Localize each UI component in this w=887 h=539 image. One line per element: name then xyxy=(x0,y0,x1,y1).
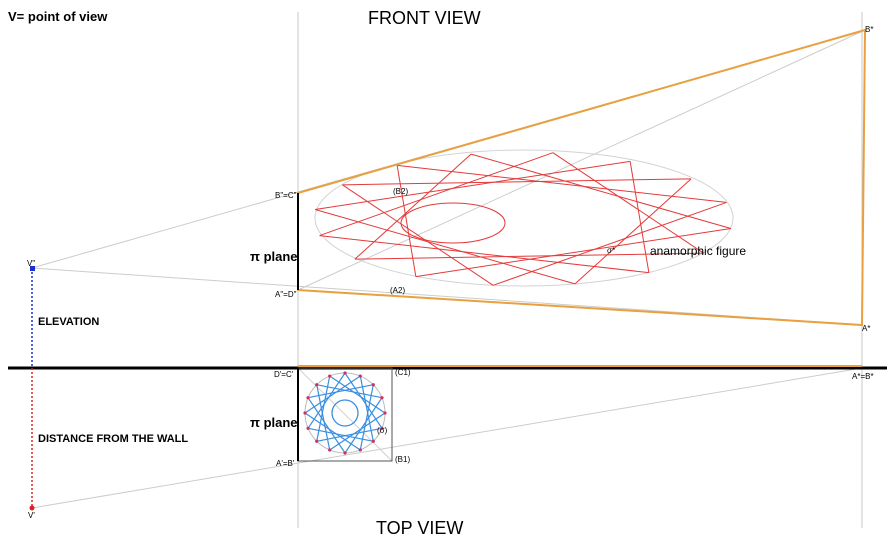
star-edge xyxy=(319,235,649,274)
point-b2: (B2) xyxy=(393,187,409,196)
v-top-point xyxy=(29,505,35,511)
star-edge xyxy=(315,160,631,210)
point-a2: (A2) xyxy=(390,286,406,295)
star-edge xyxy=(397,164,727,203)
point-b1: (B1) xyxy=(395,455,411,464)
star-edge xyxy=(359,384,374,451)
star-edge xyxy=(574,178,692,285)
star-vertex xyxy=(328,448,332,452)
star-vertex xyxy=(315,439,319,443)
point-a-top: A'=B' xyxy=(276,459,295,468)
star-edge xyxy=(342,184,494,286)
star-vertex xyxy=(315,383,319,387)
star-edge xyxy=(342,178,692,186)
plane-word: plane xyxy=(263,415,298,430)
star-vertex xyxy=(371,439,375,443)
ray-top-v-far xyxy=(31,367,863,509)
star-edge xyxy=(319,152,554,237)
point-c1: (C1) xyxy=(395,368,411,377)
star-vertex xyxy=(343,451,347,455)
star-edge xyxy=(359,375,374,442)
v-front-point xyxy=(30,266,35,271)
star-vertex xyxy=(343,371,347,375)
star-vertex xyxy=(380,426,384,430)
anamorphic-star xyxy=(314,152,732,286)
point-a-star: A* xyxy=(862,324,871,333)
anamorphic-ellipse xyxy=(314,149,734,287)
star-vertex xyxy=(328,374,332,378)
front-view-title: FRONT VIEW xyxy=(368,8,481,28)
anamorphic-trapezoid xyxy=(297,28,867,327)
elevation-label: ELEVATION xyxy=(38,316,100,328)
plane-label-top: π plane xyxy=(250,415,298,430)
star-edge xyxy=(344,397,383,454)
point-sigma: (σ) xyxy=(377,426,388,435)
original-inner-circle xyxy=(331,399,359,427)
star-vertex xyxy=(306,426,310,430)
star-edge xyxy=(344,372,383,429)
star-vertex xyxy=(358,374,362,378)
anamorphic-label: anamorphic figure xyxy=(650,244,747,258)
point-v-top: V' xyxy=(28,511,35,520)
original-star xyxy=(303,371,387,455)
star-vertex xyxy=(383,411,387,415)
point-ab-star-top: A*=B* xyxy=(852,372,874,381)
star-edge xyxy=(552,152,704,254)
point-v-front: V" xyxy=(27,259,36,268)
anamorphic-inner-ellipse xyxy=(400,202,506,244)
point-b-star: B* xyxy=(865,25,874,34)
ray-a-b-star xyxy=(297,29,866,291)
star-vertex xyxy=(358,448,362,452)
star-edge xyxy=(470,153,732,230)
point-a-front: A"=D" xyxy=(275,290,297,299)
plane-label-front: π plane xyxy=(250,249,298,264)
point-b-front: B"=C" xyxy=(275,191,297,200)
star-vertex xyxy=(371,383,375,387)
star-vertex xyxy=(303,411,307,415)
plane-symbol: π xyxy=(250,249,260,264)
ray-top-b1 xyxy=(297,367,393,462)
plane-symbol: π xyxy=(250,415,260,430)
star-edge xyxy=(314,208,576,285)
star-vertex xyxy=(306,396,310,400)
distance-label: DISTANCE FROM THE WALL xyxy=(38,433,189,445)
point-d-top: D'=C' xyxy=(274,370,294,379)
star-vertex xyxy=(380,396,384,400)
point-sigma-star: σ* xyxy=(607,246,616,255)
star-edge xyxy=(396,165,417,277)
plane-word: plane xyxy=(263,249,298,264)
legend-text: V= point of view xyxy=(8,9,108,24)
star-edge xyxy=(629,161,650,273)
top-view-title: TOP VIEW xyxy=(376,518,464,538)
